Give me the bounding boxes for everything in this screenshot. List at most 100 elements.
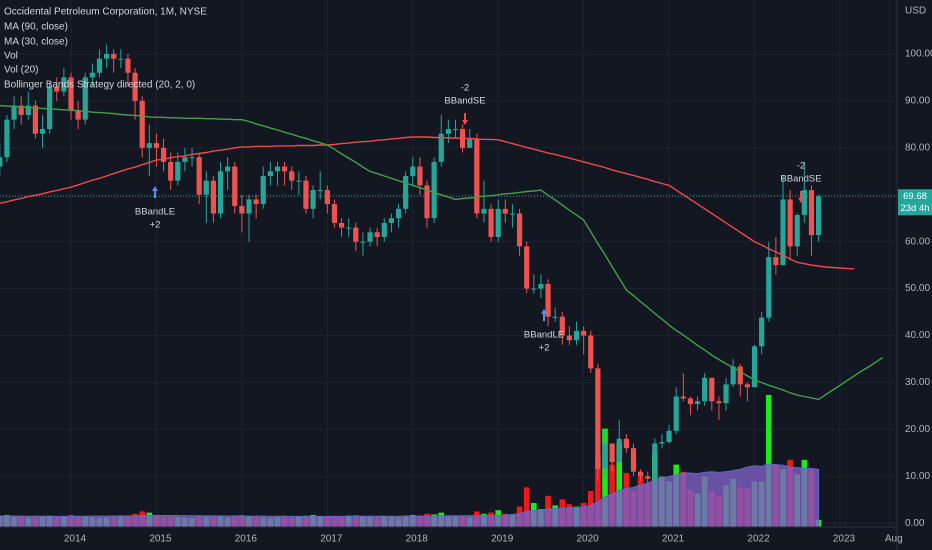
legend-entry: Vol (4, 51, 18, 62)
candle-body (104, 53, 110, 59)
candle-body (509, 213, 516, 215)
y-tick-label: 0.00 (905, 518, 925, 529)
candle-body (673, 396, 679, 431)
annotation-label: BBandSE (780, 174, 821, 185)
candle-body (239, 206, 245, 214)
candle-body (96, 58, 103, 73)
price-pane: BBandLE +2 -2 BBandSE BBandLE +2 -2 BBandSE (0, 44, 897, 484)
candle-body (801, 190, 807, 215)
candle-body (723, 384, 729, 404)
x-tick-label: 2018 (406, 534, 429, 545)
candle-body (54, 86, 60, 92)
x-tick-label: 2019 (491, 534, 514, 545)
legend: Occidental Petroleum Corporation, 1M, NY… (4, 7, 207, 91)
candle-body (531, 288, 537, 290)
candle-body (125, 58, 131, 73)
candle-body (616, 438, 622, 463)
y-tick-label: 20.00 (905, 424, 930, 435)
y-tick-label: 30.00 (905, 377, 930, 388)
candle-body (716, 401, 722, 404)
candle-body (317, 190, 323, 192)
candle-body (623, 438, 629, 449)
candle-body (4, 119, 10, 158)
candle-body (189, 157, 195, 159)
y-tick-label: 90.00 (905, 96, 930, 107)
candle-body (403, 175, 409, 209)
candle-body (367, 232, 373, 242)
candle-body (139, 100, 145, 148)
candle-body (730, 366, 736, 385)
candle-body (175, 161, 181, 181)
x-tick-label: 2016 (235, 534, 258, 545)
candle-body (452, 129, 459, 131)
candle-body (395, 208, 402, 219)
chart-title: Occidental Petroleum Corporation, 1M, NY… (4, 7, 207, 18)
candle-body (303, 180, 309, 209)
currency: USD (905, 6, 926, 17)
candle-body (182, 157, 188, 162)
candle-body (75, 110, 81, 120)
candle-body (566, 335, 572, 341)
candle-body (431, 161, 437, 219)
x-tick-label: 2022 (747, 534, 770, 545)
candle-body (225, 166, 231, 172)
candle-body (203, 180, 209, 195)
moving-average-line (0, 104, 884, 401)
x-tick-label: 2014 (64, 534, 87, 545)
legend-entry: MA (90, close) (4, 22, 68, 33)
candle-body (146, 143, 152, 148)
candle-body (82, 77, 88, 120)
candle-body (68, 77, 74, 111)
candle-body (0, 157, 3, 167)
volume-bar (595, 455, 601, 527)
candle-body (552, 316, 558, 318)
candle-body (516, 213, 523, 247)
candle-body (787, 199, 793, 247)
y-tick-label: 10.00 (905, 471, 930, 482)
annotation-signal: -2 (461, 83, 469, 94)
candle-body (331, 204, 338, 223)
candle-body (417, 166, 423, 186)
volume-ma-area (0, 463, 820, 527)
candle-body (360, 241, 366, 243)
candle-body (638, 471, 644, 477)
candle-body (524, 246, 530, 289)
candle-body (424, 185, 430, 219)
candle-body (609, 443, 615, 463)
candle-body (595, 368, 601, 469)
candle-body (18, 105, 24, 115)
candle-body (666, 430, 672, 443)
candle-body (160, 147, 167, 162)
candle-body (538, 283, 544, 289)
annotation-signal: -2 (797, 161, 805, 172)
last-price-label: 69.68 (903, 191, 927, 202)
candle-body (687, 398, 694, 405)
candle-body (709, 377, 715, 402)
legend-entry: Vol (20) (4, 65, 38, 76)
candle-body (773, 257, 779, 266)
candle-body (502, 208, 508, 214)
annotation-signal: +2 (539, 343, 550, 354)
candle-body (659, 442, 665, 444)
x-tick-label: 2015 (149, 534, 172, 545)
candle-body (196, 157, 202, 195)
candle-body (168, 161, 174, 181)
x-tick-label: 2023 (833, 534, 856, 545)
candle-body (680, 396, 686, 399)
x-tick-label: Aug (885, 534, 903, 545)
candle-body (118, 58, 124, 60)
candle-body (260, 175, 266, 205)
candle-body (217, 171, 224, 214)
candle-body (47, 86, 53, 130)
candle-body (702, 377, 708, 402)
candle-body (630, 448, 637, 472)
candle-body (780, 199, 786, 266)
candle-body (296, 180, 302, 182)
candle-body (559, 316, 565, 336)
candle-body (310, 190, 316, 209)
candle-body (573, 330, 580, 341)
candle-body (766, 257, 772, 318)
candle-body (388, 218, 394, 223)
